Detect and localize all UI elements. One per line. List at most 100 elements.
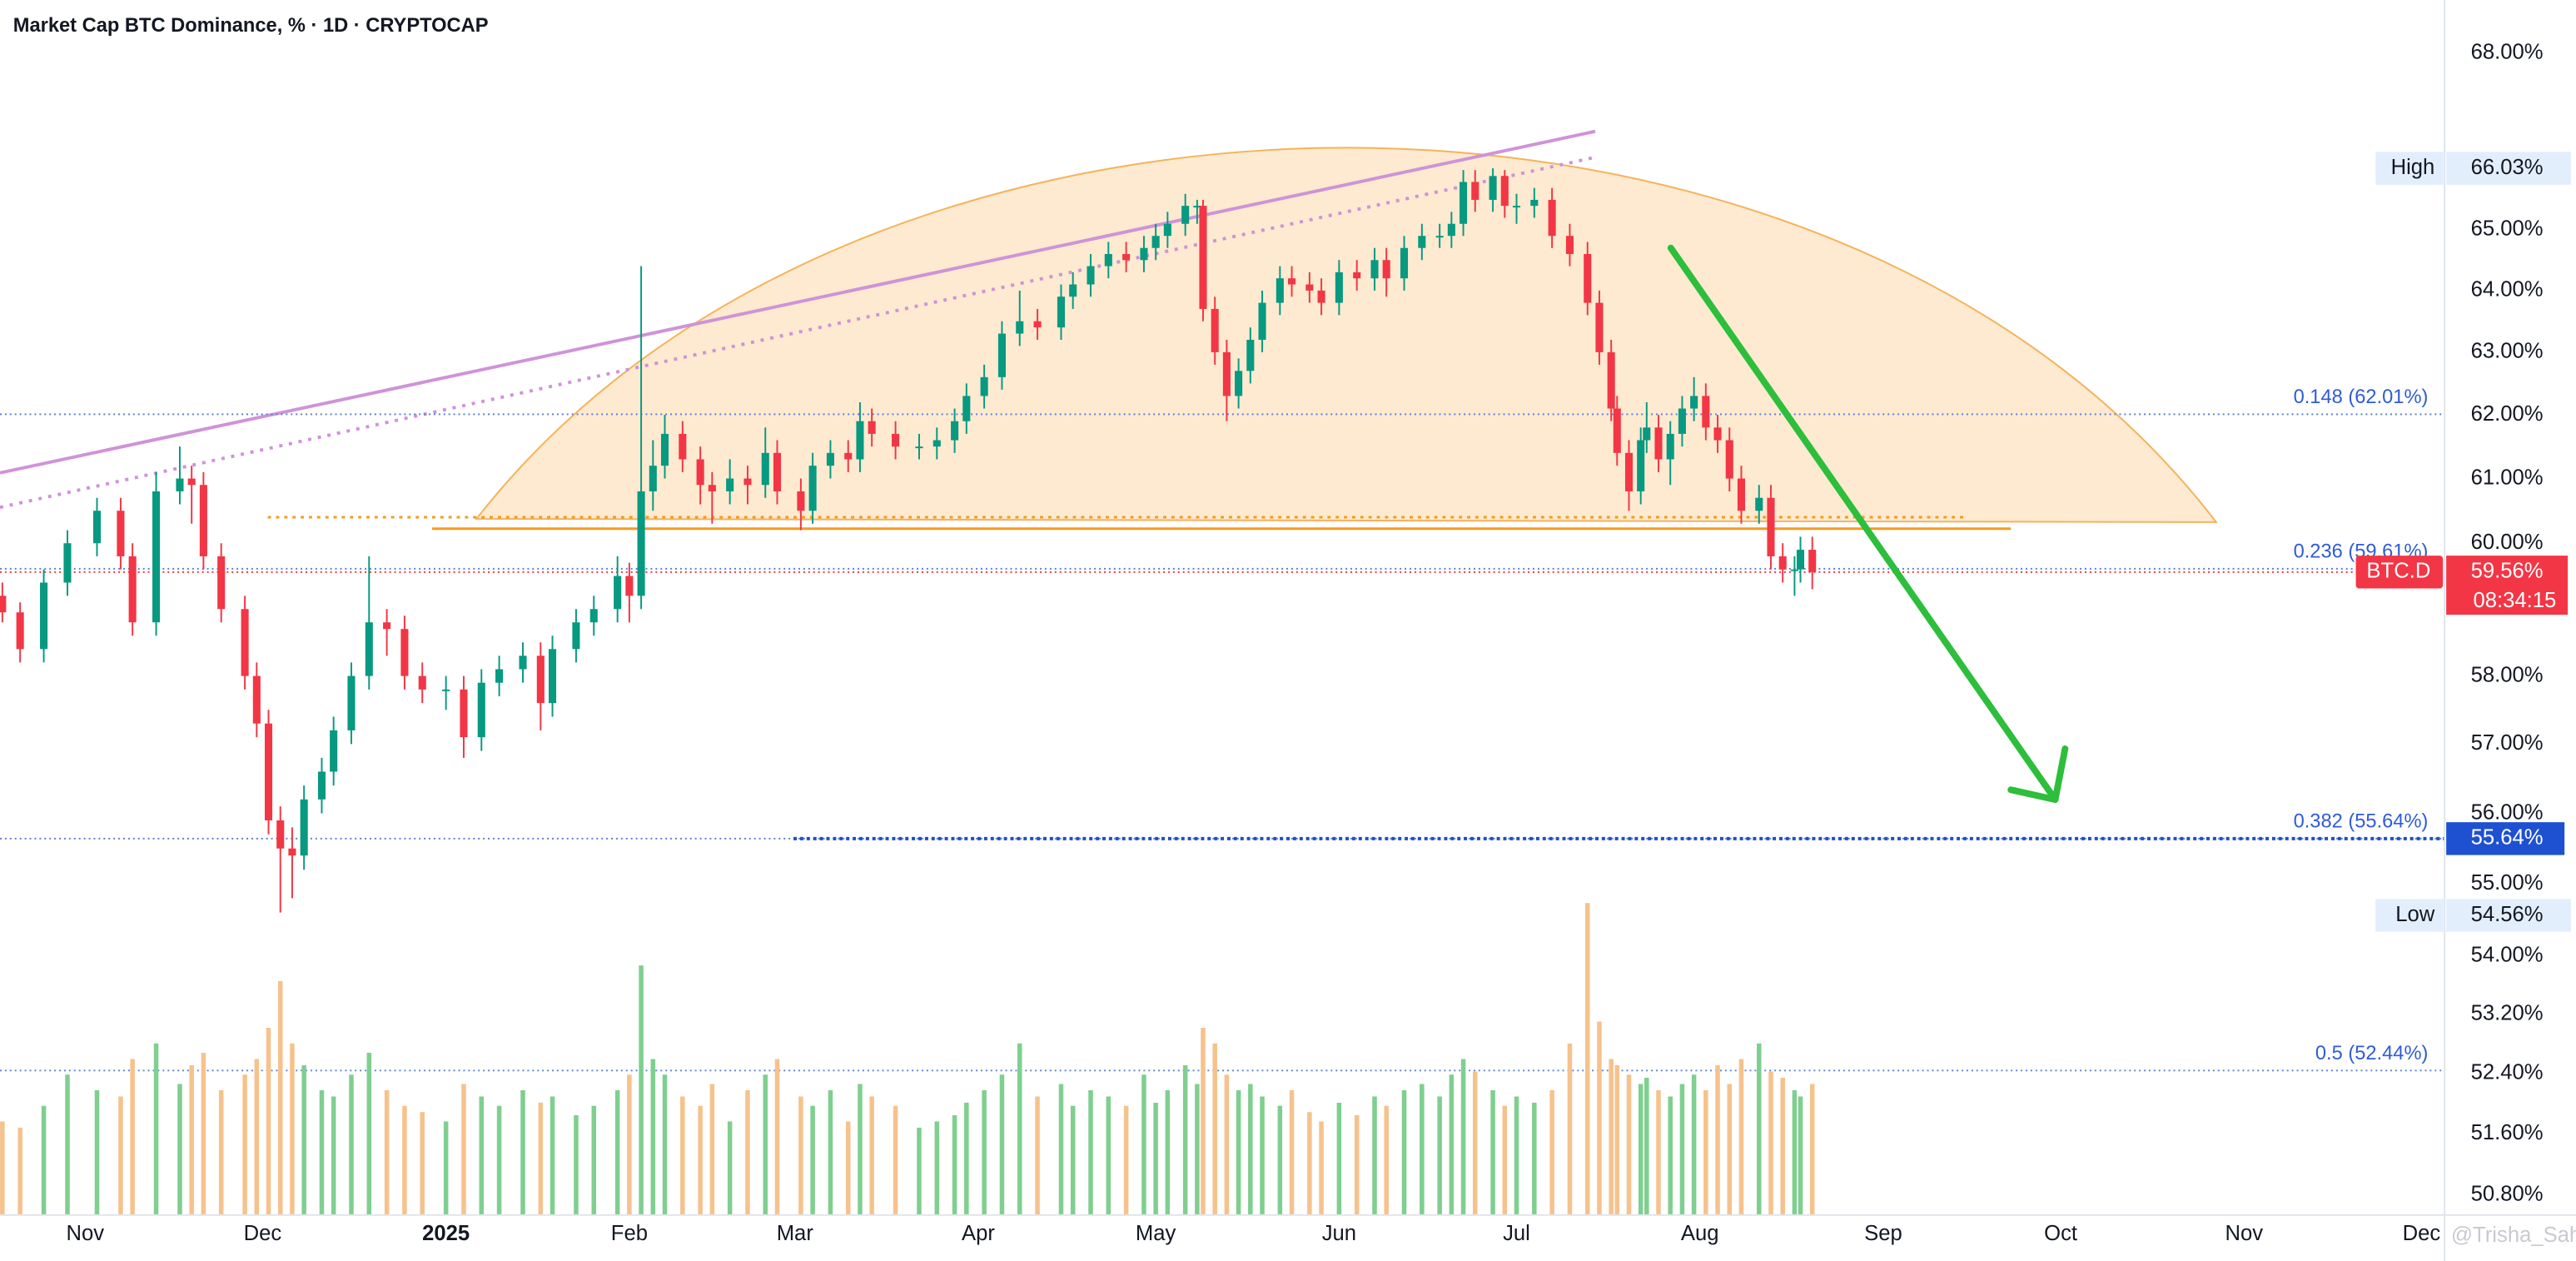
volume-bar — [1307, 1112, 1312, 1215]
arrow-head — [2007, 745, 2069, 803]
volume-bar — [1017, 1043, 1022, 1215]
candle-body — [1447, 223, 1455, 237]
candle-body — [1500, 176, 1509, 207]
candle-body — [276, 820, 285, 849]
y-tick-label: 65.00% — [2471, 217, 2544, 241]
candle-body — [1624, 452, 1634, 491]
volume-bar — [277, 980, 283, 1215]
candle-body — [1796, 550, 1805, 570]
candle-body — [1435, 236, 1444, 238]
volume-bar — [745, 1089, 750, 1215]
candle-body — [1565, 236, 1574, 254]
candle-body — [117, 511, 125, 556]
candle-body — [761, 452, 769, 486]
candle-body — [1654, 427, 1663, 460]
y-tick-label: 58.00% — [2471, 663, 2544, 686]
volume-bar — [1372, 1096, 1377, 1215]
candle-body — [1767, 497, 1775, 556]
candle-body — [1607, 351, 1615, 409]
candle-body — [572, 622, 580, 650]
high-label-value-box — [2446, 152, 2572, 185]
candle-body — [1702, 396, 1710, 428]
volume-bar — [17, 1127, 22, 1215]
candle-body — [1548, 199, 1556, 237]
candle-body — [1087, 266, 1095, 285]
low-label-text: Low — [2395, 903, 2435, 926]
y-tick-label: 57.00% — [2471, 731, 2544, 755]
volume-bar — [1514, 1096, 1519, 1215]
volume-bar — [1609, 1059, 1614, 1215]
candle-body — [1778, 556, 1787, 570]
volume-bar — [461, 1084, 466, 1215]
candle-body — [696, 459, 704, 486]
candle-body — [1276, 278, 1284, 303]
candle-body — [1690, 396, 1698, 409]
volume-bar — [845, 1121, 851, 1215]
volume-bar — [366, 1053, 372, 1215]
volume-bar — [1224, 1074, 1230, 1215]
volume-bar — [1449, 1074, 1455, 1215]
candle-body — [997, 333, 1006, 377]
volume-bar — [698, 1105, 703, 1215]
x-tick-label: Apr — [962, 1222, 995, 1245]
y-tick-label: 52.40% — [2471, 1061, 2544, 1084]
y-tick-label: 55.00% — [2471, 871, 2544, 895]
fib-label: 0.382 (55.64%) — [2294, 810, 2429, 832]
volume-bar — [1768, 1071, 1773, 1215]
volume-bar — [1597, 1021, 1602, 1215]
candle-body — [1530, 199, 1539, 207]
volume-bar — [1088, 1089, 1093, 1215]
volume-bar — [331, 1096, 336, 1215]
y-tick-label: 62.00% — [2471, 402, 2544, 426]
volume-bar — [1248, 1084, 1253, 1215]
candle-body — [128, 556, 137, 623]
candle-body — [1643, 427, 1651, 441]
volume-bar — [639, 965, 644, 1215]
candle-body — [1222, 351, 1231, 396]
volume-bar — [828, 1089, 833, 1215]
candle-body — [199, 485, 207, 556]
x-tick-label: Feb — [611, 1222, 648, 1245]
volume-bar — [420, 1112, 425, 1215]
candle-body — [1382, 260, 1390, 279]
volume-bar — [1668, 1096, 1673, 1215]
x-tick-label: Dec — [244, 1222, 282, 1245]
candle-body — [1335, 272, 1343, 303]
volume-bar — [94, 1089, 100, 1215]
volume-bar — [1384, 1105, 1389, 1215]
candle-body — [1104, 253, 1112, 267]
volume-bar — [893, 1105, 898, 1215]
volume-bar — [810, 1105, 815, 1215]
volume-bar — [591, 1105, 597, 1215]
volume-bar — [662, 1074, 668, 1215]
candle-body — [40, 582, 48, 650]
candle-body — [1400, 247, 1409, 279]
candle-body — [708, 485, 716, 491]
volume-bar — [479, 1096, 485, 1215]
volume-bar — [650, 1059, 656, 1215]
volume-bar — [1289, 1089, 1295, 1215]
candle-body — [660, 433, 669, 466]
volume-bar — [118, 1096, 123, 1215]
y-tick-label: 63.00% — [2471, 340, 2544, 363]
volume-bar — [1644, 1077, 1649, 1215]
candle-body — [1678, 408, 1686, 434]
candle-body — [844, 452, 853, 460]
volume-bar — [1490, 1089, 1495, 1215]
volume-bar — [538, 1102, 544, 1215]
volume-bar — [1656, 1089, 1661, 1215]
volume-bar — [1798, 1096, 1803, 1215]
chart-title: Market Cap BTC Dominance, % · 1D · CRYPT… — [13, 15, 489, 37]
volume-bar — [1549, 1089, 1554, 1215]
volume-bar — [1035, 1096, 1040, 1215]
volume-bar — [1354, 1114, 1360, 1215]
volume-bar — [1420, 1084, 1425, 1215]
high-label-box — [2375, 152, 2445, 185]
candle-body — [460, 689, 468, 738]
candle-body — [980, 376, 988, 396]
volume-bar — [1809, 1084, 1815, 1215]
candle-body — [495, 669, 504, 683]
volume-bar — [177, 1084, 182, 1215]
volume-bar — [266, 1028, 271, 1215]
